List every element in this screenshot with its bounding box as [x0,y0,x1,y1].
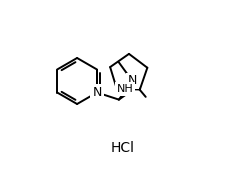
Text: HCl: HCl [111,141,135,155]
Text: N: N [92,86,102,99]
Text: N: N [128,74,137,88]
Text: NH: NH [117,84,134,94]
